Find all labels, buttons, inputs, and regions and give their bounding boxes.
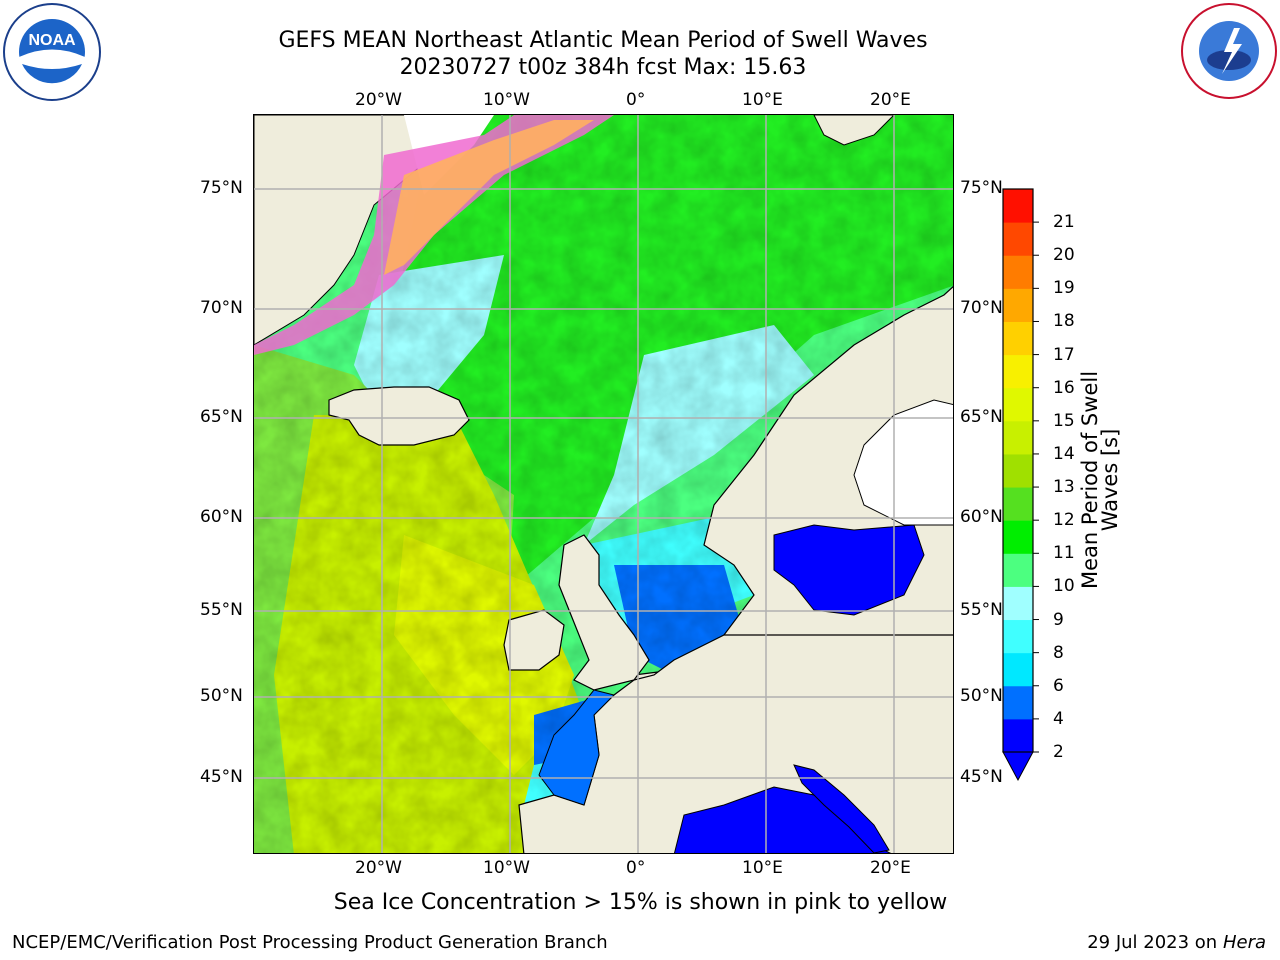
colorbar-tick-label: 11 bbox=[1053, 543, 1075, 564]
lon-label-bottom-10e: 10°E bbox=[742, 858, 783, 878]
lon-label-top-0: 0° bbox=[626, 90, 646, 110]
footer-host: Hera bbox=[1222, 932, 1266, 953]
lat-label-right-50n: 50°N bbox=[960, 686, 1003, 706]
lat-label-right-60n: 60°N bbox=[960, 507, 1003, 527]
colorbar-tick-label: 12 bbox=[1053, 510, 1075, 531]
lat-label-left-45n: 45°N bbox=[200, 767, 243, 787]
colorbar-tick-label: 18 bbox=[1053, 311, 1075, 332]
colorbar-tick-label: 15 bbox=[1053, 410, 1075, 431]
gulf-of-bothnia bbox=[853, 399, 953, 526]
colorbar-tick-label: 4 bbox=[1053, 708, 1064, 729]
colorbar-segment bbox=[1003, 553, 1033, 587]
colorbar-tick-label: 14 bbox=[1053, 443, 1075, 464]
lat-label-right-55n: 55°N bbox=[960, 600, 1003, 620]
colorbar-tick-label: 6 bbox=[1053, 675, 1064, 696]
colorbar-segment bbox=[1003, 288, 1033, 322]
colorbar-segment bbox=[1003, 255, 1033, 289]
lon-label-top-10w: 10°W bbox=[483, 90, 530, 110]
colorbar-tick-label: 13 bbox=[1053, 477, 1075, 498]
colorbar-segment bbox=[1003, 387, 1033, 422]
colorbar-segment bbox=[1003, 222, 1033, 256]
lat-label-left-65n: 65°N bbox=[200, 407, 243, 427]
baltic-water bbox=[773, 524, 925, 616]
lat-label-right-75n: 75°N bbox=[960, 178, 1003, 198]
chart-subtitle: 20230727 t00z 384h fcst Max: 15.63 bbox=[399, 55, 807, 80]
footer-credit: NCEP/EMC/Verification Post Processing Pr… bbox=[12, 932, 608, 953]
lat-label-left-55n: 55°N bbox=[200, 600, 243, 620]
colorbar-tick-label: 9 bbox=[1053, 609, 1064, 630]
colorbar-segment bbox=[1003, 453, 1033, 488]
colorbar-tick-label: 8 bbox=[1053, 642, 1064, 663]
lon-label-top-20w: 20°W bbox=[355, 90, 402, 110]
colorbar-segment bbox=[1003, 520, 1033, 554]
adriatic-water bbox=[793, 764, 890, 853]
lon-label-bottom-10w: 10°W bbox=[483, 858, 530, 878]
footer-date: 29 Jul 2023 on Hera bbox=[1087, 932, 1266, 953]
lat-label-right-70n: 70°N bbox=[960, 298, 1003, 318]
nws-logo-icon bbox=[1180, 2, 1278, 104]
lat-label-right-45n: 45°N bbox=[960, 767, 1003, 787]
colorbar-tick-label: 20 bbox=[1053, 245, 1075, 266]
colorbar-segment bbox=[1003, 487, 1033, 521]
colorbar-tick-label: 19 bbox=[1053, 278, 1075, 299]
colorbar-tick-label: 17 bbox=[1053, 344, 1075, 365]
map-svg bbox=[254, 115, 953, 853]
colorbar-extend-triangle bbox=[1002, 751, 1034, 782]
colorbar-segment bbox=[1003, 189, 1033, 223]
biscay-water bbox=[538, 689, 615, 806]
colorbar-segment bbox=[1003, 619, 1033, 654]
footer-date-text: 29 Jul 2023 on bbox=[1087, 932, 1223, 953]
map-area bbox=[253, 114, 954, 854]
colorbar-segment bbox=[1003, 652, 1033, 687]
colorbar-label-wrap: Mean Period of Swell Waves [s] bbox=[1078, 190, 1122, 750]
iceland-land bbox=[328, 386, 470, 446]
sea-ice-orange bbox=[384, 120, 594, 275]
lat-label-right-65n: 65°N bbox=[960, 407, 1003, 427]
lat-label-left-70n: 70°N bbox=[200, 298, 243, 318]
colorbar-segment bbox=[1003, 354, 1033, 389]
colorbar-segment bbox=[1003, 420, 1033, 455]
colorbar-tick-label: 16 bbox=[1053, 377, 1075, 398]
colorbar-segment bbox=[1003, 321, 1033, 356]
colorbar bbox=[1002, 188, 1039, 782]
colorbar-tick-label: 21 bbox=[1053, 212, 1075, 233]
ireland-land bbox=[503, 609, 565, 671]
colorbar-label: Mean Period of Swell Waves [s] bbox=[1078, 370, 1122, 590]
lon-label-top-10e: 10°E bbox=[742, 90, 783, 110]
colorbar-segment bbox=[1003, 718, 1033, 753]
lat-label-left-75n: 75°N bbox=[200, 178, 243, 198]
lat-label-left-50n: 50°N bbox=[200, 686, 243, 706]
lon-label-bottom-0: 0° bbox=[626, 858, 646, 878]
colorbar-tick-label: 2 bbox=[1053, 742, 1064, 762]
colorbar-outline bbox=[1002, 188, 1034, 753]
colorbar-segment bbox=[1003, 586, 1033, 621]
noaa-logo-text: NOAA bbox=[28, 32, 76, 49]
colorbar-tick-label: 10 bbox=[1053, 576, 1075, 597]
sea-ice-caption: Sea Ice Concentration > 15% is shown in … bbox=[333, 890, 948, 915]
noaa-logo-icon: NOAA bbox=[2, 2, 102, 106]
colorbar-segment bbox=[1003, 685, 1033, 720]
lon-label-bottom-20e: 20°E bbox=[870, 858, 911, 878]
lon-label-bottom-20w: 20°W bbox=[355, 858, 402, 878]
lat-label-left-60n: 60°N bbox=[200, 507, 243, 527]
svalbard-land bbox=[813, 115, 895, 146]
graticule bbox=[254, 115, 953, 853]
chart-title: GEFS MEAN Northeast Atlantic Mean Period… bbox=[278, 28, 928, 53]
lon-label-top-20e: 20°E bbox=[870, 90, 911, 110]
